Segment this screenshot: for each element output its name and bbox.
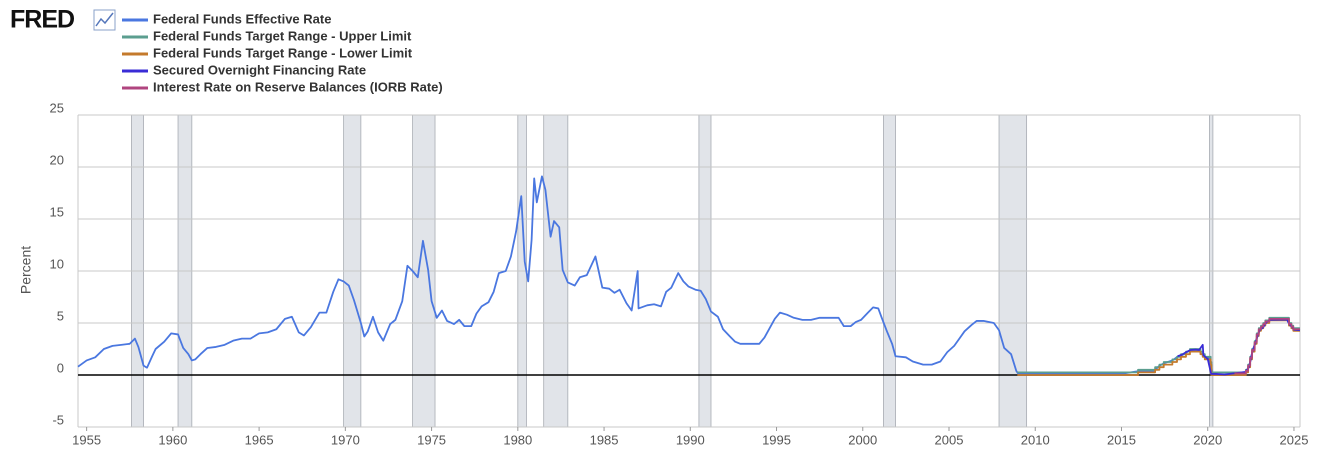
series-line — [77, 175, 1300, 376]
legend-label: Secured Overnight Financing Rate — [153, 62, 366, 77]
y-tick-label: -5 — [52, 412, 64, 427]
y-tick-label: 5 — [57, 308, 64, 323]
logo: FRED — [10, 6, 74, 34]
logo-icon — [93, 9, 116, 31]
x-tick-label: 1985 — [590, 432, 619, 447]
x-tick-label: 1960 — [158, 432, 187, 447]
x-tick-label: 2025 — [1280, 432, 1309, 447]
x-tick-label: 2020 — [1193, 432, 1222, 447]
x-tick-label: 2010 — [1021, 432, 1050, 447]
x-tick-label: 1955 — [72, 432, 101, 447]
series-line — [1017, 316, 1300, 374]
x-tick-label: 2005 — [935, 432, 964, 447]
y-tick-label: 15 — [50, 204, 64, 219]
series-line — [1017, 319, 1300, 376]
legend: Federal Funds Effective Rate Federal Fund… — [122, 11, 443, 94]
y-axis-label: Percent — [18, 246, 34, 294]
y-tick-label: 10 — [50, 256, 64, 271]
x-tick-label: 1990 — [676, 432, 705, 447]
y-tick-label: 20 — [50, 152, 64, 167]
x-tick-label: 1995 — [762, 432, 791, 447]
x-tick-label: 2015 — [1107, 432, 1136, 447]
legend-label: Federal Funds Target Range - Lower Limit — [153, 45, 413, 60]
x-tick-label: 2000 — [848, 432, 877, 447]
logo-icon-line — [95, 12, 114, 27]
series-line — [1177, 318, 1301, 376]
y-tick-label: 25 — [50, 100, 64, 115]
x-tick-label: 1970 — [331, 432, 360, 447]
y-tick-label: 0 — [57, 360, 64, 375]
x-tick-label: 1980 — [503, 432, 532, 447]
legend-label: Federal Funds Target Range - Upper Limit — [153, 28, 412, 43]
legend-label: Interest Rate on Reserve Balances (IORB … — [153, 79, 443, 94]
x-tick-label: 1975 — [417, 432, 446, 447]
x-tick-label: 1965 — [245, 432, 274, 447]
legend-label: Federal Funds Effective Rate — [153, 11, 331, 26]
logo-icon-frame — [93, 9, 116, 31]
series-line — [1234, 317, 1300, 375]
